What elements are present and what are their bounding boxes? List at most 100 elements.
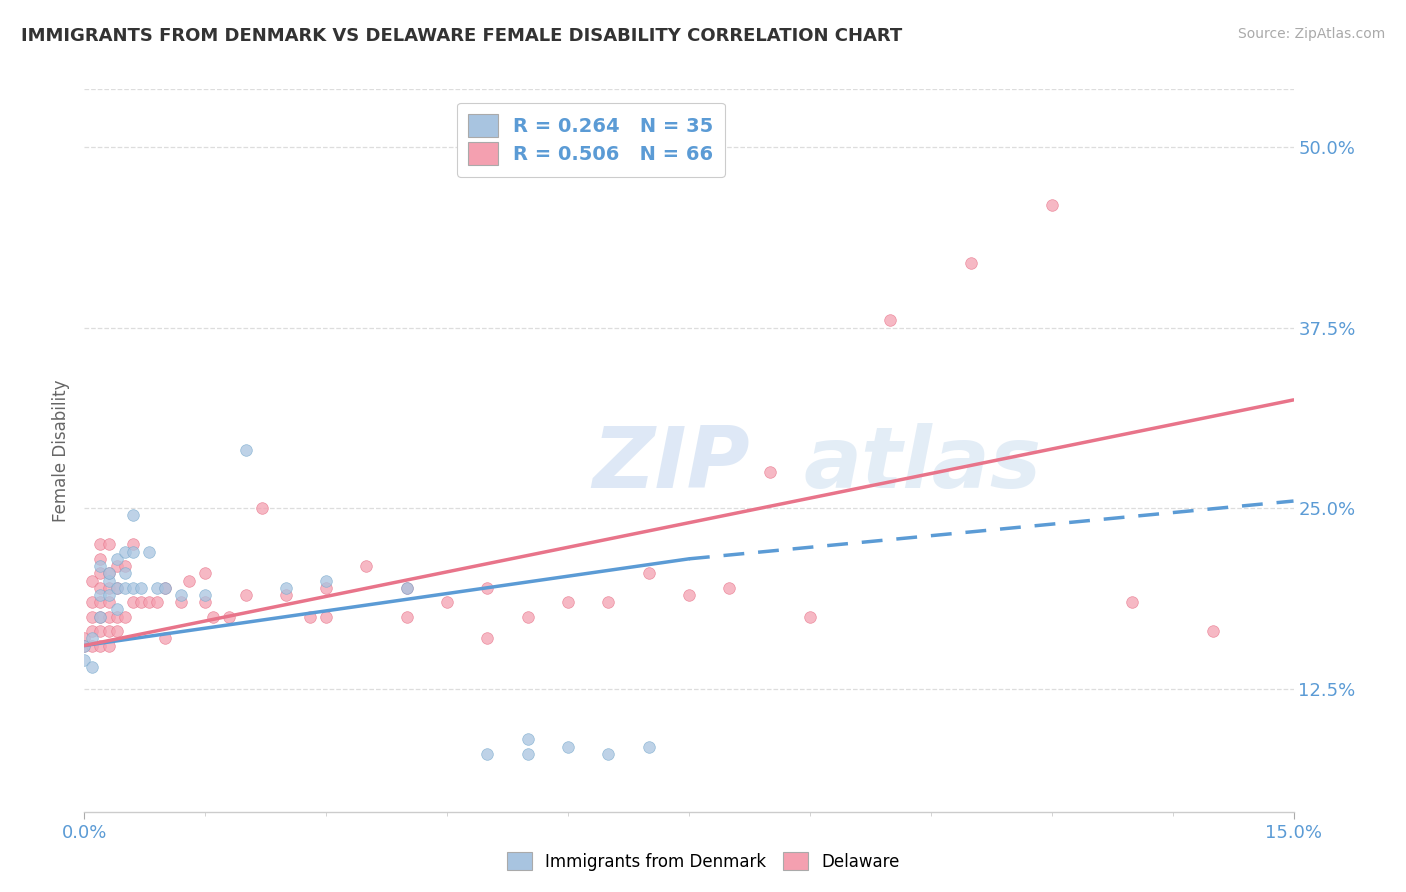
Text: ZIP: ZIP: [592, 424, 749, 507]
Point: [129, 595, 152, 609]
Point: [194, 595, 217, 609]
Point: [315, 581, 337, 595]
Point: [89, 588, 111, 602]
Point: [598, 747, 620, 761]
Text: IMMIGRANTS FROM DENMARK VS DELAWARE FEMALE DISABILITY CORRELATION CHART: IMMIGRANTS FROM DENMARK VS DELAWARE FEMA…: [21, 27, 903, 45]
Point: [153, 581, 176, 595]
Point: [89, 595, 111, 609]
Y-axis label: Female Disability: Female Disability: [52, 379, 70, 522]
Point: [138, 595, 160, 609]
Point: [105, 581, 128, 595]
Point: [97, 566, 120, 581]
Point: [477, 632, 499, 646]
Point: [121, 581, 143, 595]
Point: [250, 501, 273, 516]
Point: [170, 588, 193, 602]
Point: [105, 602, 128, 616]
Point: [89, 609, 111, 624]
Point: [121, 595, 143, 609]
Point: [82, 660, 104, 674]
Point: [114, 581, 136, 595]
Point: [235, 443, 257, 458]
Point: [114, 566, 136, 581]
Point: [356, 559, 378, 574]
Point: [146, 595, 169, 609]
Point: [637, 566, 659, 581]
Point: [146, 581, 169, 595]
Point: [105, 609, 128, 624]
Point: [274, 588, 297, 602]
Text: atlas: atlas: [804, 424, 1042, 507]
Point: [758, 465, 780, 479]
Point: [82, 574, 104, 588]
Point: [82, 632, 104, 646]
Point: [395, 609, 418, 624]
Point: [114, 544, 136, 558]
Point: [179, 574, 201, 588]
Point: [105, 624, 128, 639]
Point: [89, 581, 111, 595]
Point: [121, 544, 143, 558]
Point: [516, 609, 538, 624]
Point: [89, 609, 111, 624]
Point: [274, 581, 297, 595]
Point: [799, 609, 821, 624]
Point: [557, 595, 579, 609]
Point: [129, 581, 152, 595]
Point: [73, 653, 96, 667]
Point: [1040, 198, 1063, 212]
Point: [718, 581, 741, 595]
Point: [89, 551, 111, 566]
Point: [105, 559, 128, 574]
Point: [436, 595, 458, 609]
Point: [395, 581, 418, 595]
Point: [202, 609, 225, 624]
Point: [82, 624, 104, 639]
Point: [138, 544, 160, 558]
Point: [170, 595, 193, 609]
Point: [89, 566, 111, 581]
Point: [1202, 624, 1225, 639]
Point: [97, 581, 120, 595]
Point: [477, 747, 499, 761]
Point: [89, 624, 111, 639]
Point: [97, 624, 120, 639]
Point: [114, 609, 136, 624]
Point: [105, 581, 128, 595]
Point: [82, 639, 104, 653]
Point: [121, 508, 143, 523]
Point: [598, 595, 620, 609]
Point: [89, 559, 111, 574]
Legend: R = 0.264   N = 35, R = 0.506   N = 66: R = 0.264 N = 35, R = 0.506 N = 66: [457, 103, 725, 177]
Point: [97, 566, 120, 581]
Point: [73, 639, 96, 653]
Point: [97, 588, 120, 602]
Point: [557, 739, 579, 754]
Point: [637, 739, 659, 754]
Point: [105, 551, 128, 566]
Point: [315, 574, 337, 588]
Point: [82, 595, 104, 609]
Point: [89, 537, 111, 551]
Point: [194, 588, 217, 602]
Point: [235, 588, 257, 602]
Point: [114, 559, 136, 574]
Point: [153, 632, 176, 646]
Point: [960, 255, 983, 269]
Point: [315, 609, 337, 624]
Point: [477, 581, 499, 595]
Point: [879, 313, 901, 327]
Point: [395, 581, 418, 595]
Point: [1121, 595, 1143, 609]
Point: [516, 732, 538, 747]
Point: [89, 639, 111, 653]
Point: [153, 581, 176, 595]
Point: [194, 566, 217, 581]
Point: [299, 609, 322, 624]
Legend: Immigrants from Denmark, Delaware: Immigrants from Denmark, Delaware: [498, 844, 908, 880]
Point: [73, 639, 96, 653]
Point: [516, 747, 538, 761]
Point: [97, 537, 120, 551]
Point: [97, 595, 120, 609]
Point: [121, 537, 143, 551]
